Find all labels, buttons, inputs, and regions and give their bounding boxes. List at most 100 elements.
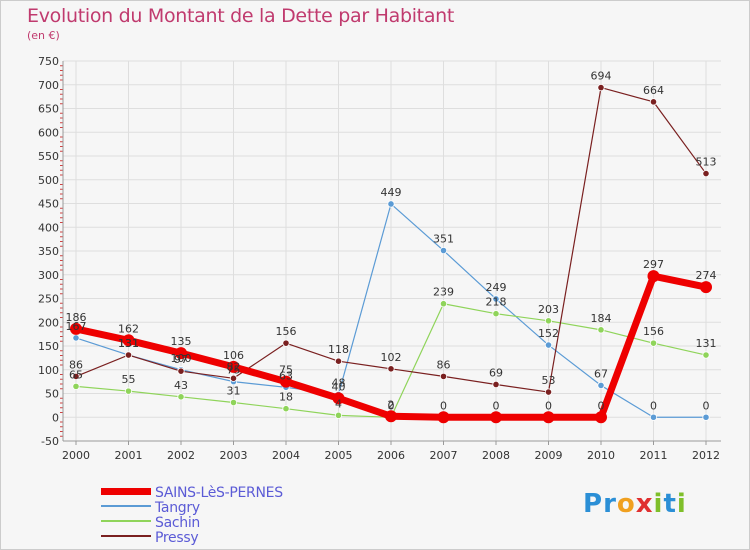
data-point-pressy: [72, 372, 80, 380]
data-label-tangry: 449: [381, 186, 402, 199]
series-lines: [70, 84, 712, 424]
data-point-pressy: [649, 98, 658, 106]
data-label-tangry: 100: [171, 352, 192, 365]
data-label-primary: 186: [66, 311, 87, 324]
data-point-primary: [175, 347, 187, 360]
x-tick-label: 2011: [640, 449, 668, 462]
data-label-pressy: 156: [276, 325, 297, 338]
y-tick-label: 300: [38, 269, 59, 282]
data-label-pressy: 82: [227, 360, 241, 373]
data-label-tangry: 63: [279, 369, 293, 382]
data-point-pressy: [492, 380, 500, 389]
data-label-tangry: 351: [433, 233, 454, 246]
data-label-sachin: 55: [122, 373, 136, 386]
x-tick-label: 2001: [115, 449, 143, 462]
x-tick-label: 2008: [482, 449, 510, 462]
x-tick-label: 2009: [535, 449, 563, 462]
data-label-sachin: 184: [591, 312, 612, 325]
data-point-sachin: [229, 398, 238, 407]
data-point-sachin: [177, 393, 185, 401]
data-label-primary: 106: [223, 349, 244, 362]
data-label-tangry: 75: [227, 364, 241, 377]
y-tick-label: 550: [38, 150, 59, 163]
x-tick-label: 2006: [377, 449, 405, 462]
data-label-sachin: 4: [335, 397, 342, 410]
y-tick-label: 200: [38, 316, 59, 329]
y-tick-label: 600: [38, 126, 59, 139]
data-label-pressy: 102: [381, 351, 402, 364]
data-point-primary: [385, 410, 397, 423]
data-point-tangry: [72, 334, 80, 342]
data-point-primary: [437, 411, 450, 424]
legend-label: SAINS-LèS-PERNES: [155, 485, 283, 501]
proxiti-logo: Proxiti: [583, 489, 687, 519]
y-tick-label: 500: [38, 174, 59, 187]
data-label-sachin: 18: [279, 391, 293, 404]
data-label-primary: 75: [279, 364, 293, 377]
data-point-pressy: [177, 367, 185, 375]
data-point-primary: [122, 334, 135, 347]
data-label-tangry: 249: [486, 281, 507, 294]
data-point-pressy: [387, 365, 395, 373]
logo-letter: t: [663, 489, 677, 519]
legend-swatch: [101, 520, 151, 522]
y-tick-label: 450: [38, 198, 59, 211]
data-label-pressy: 694: [591, 70, 612, 83]
data-label-tangry: 131: [118, 337, 139, 350]
data-point-sachin: [282, 405, 290, 413]
data-label-pressy: 86: [69, 358, 83, 371]
data-point-tangry: [492, 295, 500, 303]
data-label-sachin: 31: [227, 385, 241, 398]
data-label-sachin: 0: [388, 399, 395, 412]
legend-swatch: [101, 488, 151, 495]
legend-label: Tangry: [155, 500, 200, 516]
data-label-tangry: 48: [332, 376, 346, 389]
y-tick-label: 700: [38, 79, 59, 92]
y-tick-label: 400: [38, 221, 59, 234]
logo-letter: i: [653, 489, 664, 519]
y-tick-label: 0: [52, 411, 59, 424]
x-tick-label: 2010: [587, 449, 615, 462]
data-label-pressy: 131: [118, 337, 139, 350]
grid: [63, 60, 721, 442]
logo-letter: i: [676, 489, 687, 519]
data-label-sachin: 239: [433, 286, 454, 299]
data-point-tangry: [387, 200, 395, 208]
data-label-primary: 0: [545, 399, 552, 412]
x-tick-label: 2007: [430, 449, 458, 462]
data-label-primary: 162: [118, 322, 139, 335]
data-point-pressy: [544, 388, 553, 396]
data-label-sachin: 65: [69, 368, 83, 381]
x-tick-label: 2012: [692, 449, 720, 462]
data-point-sachin: [597, 326, 605, 334]
data-point-tangry: [439, 246, 448, 255]
data-point-pressy: [597, 84, 605, 92]
data-point-sachin: [124, 387, 133, 395]
data-point-pressy: [229, 374, 238, 382]
data-label-tangry: 152: [538, 327, 559, 340]
data-point-pressy: [439, 372, 448, 380]
x-tick-label: 2000: [62, 449, 90, 462]
data-point-tangry: [544, 341, 553, 349]
data-point-primary: [70, 322, 82, 335]
data-label-pressy: 69: [489, 366, 503, 379]
data-point-pressy: [334, 357, 343, 365]
data-label-pressy: 118: [328, 343, 349, 356]
data-label-pressy: 513: [696, 156, 717, 169]
data-label-sachin: 218: [486, 296, 507, 309]
data-label-pressy: 664: [643, 84, 664, 97]
data-point-pressy: [124, 351, 133, 359]
logo-letter: P: [583, 489, 604, 519]
data-point-sachin: [439, 300, 448, 308]
data-point-sachin: [702, 351, 710, 359]
data-label-sachin: 203: [538, 303, 559, 316]
data-point-primary: [332, 392, 345, 405]
data-label-pressy: 97: [174, 353, 188, 366]
y-tick-label: 250: [38, 293, 59, 306]
data-label-tangry: 167: [66, 320, 87, 333]
data-label-pressy: 86: [437, 358, 451, 371]
data-point-sachin: [544, 317, 553, 325]
data-label-tangry: 0: [650, 399, 657, 412]
